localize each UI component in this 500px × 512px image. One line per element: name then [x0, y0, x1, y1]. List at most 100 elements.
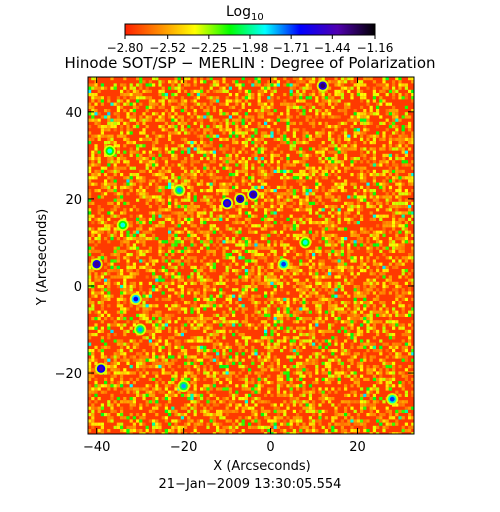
heatmap-cell	[392, 323, 396, 327]
heatmap-cell	[171, 105, 175, 109]
heatmap-cell	[296, 317, 300, 321]
heatmap-cell	[91, 326, 95, 330]
heatmap-cell	[238, 256, 242, 260]
heatmap-cell	[276, 137, 280, 141]
heatmap-cell	[292, 195, 296, 199]
heatmap-cell	[369, 147, 373, 151]
heatmap-cell	[334, 336, 338, 340]
heatmap-cell	[254, 294, 258, 298]
heatmap-cell	[104, 109, 108, 113]
heatmap-cell	[190, 89, 194, 93]
heatmap-cell	[171, 217, 175, 221]
heatmap-cell	[219, 102, 223, 106]
heatmap-cell	[356, 352, 360, 356]
heatmap-cell	[369, 105, 373, 109]
heatmap-cell	[158, 224, 162, 228]
heatmap-cell	[395, 173, 399, 177]
heatmap-cell	[395, 208, 399, 212]
heatmap-cell	[379, 147, 383, 151]
heatmap-cell	[168, 115, 172, 119]
heatmap-cell	[244, 89, 248, 93]
heatmap-cell	[174, 249, 178, 253]
heatmap-cell	[401, 326, 405, 330]
heatmap-cell	[404, 137, 408, 141]
heatmap-cell	[206, 128, 210, 132]
heatmap-cell	[267, 345, 271, 349]
heatmap-cell	[369, 77, 373, 81]
heatmap-cell	[91, 105, 95, 109]
heatmap-cell	[97, 233, 101, 237]
heatmap-cell	[244, 272, 248, 276]
heatmap-cell	[177, 365, 181, 369]
heatmap-cell	[174, 211, 178, 215]
heatmap-cell	[139, 157, 143, 161]
heatmap-cell	[398, 137, 402, 141]
heatmap-cell	[395, 195, 399, 199]
heatmap-cell	[347, 217, 351, 221]
heatmap-cell	[353, 128, 357, 132]
heatmap-cell	[184, 166, 188, 170]
heatmap-cell	[238, 365, 242, 369]
heatmap-cell	[340, 272, 344, 276]
heatmap-cell	[209, 115, 213, 119]
heatmap-cell	[174, 112, 178, 116]
heatmap-cell	[148, 237, 152, 241]
heatmap-cell	[228, 189, 232, 193]
heatmap-cell	[219, 342, 223, 346]
heatmap-cell	[209, 128, 213, 132]
heatmap-cell	[251, 297, 255, 301]
heatmap-cell	[241, 307, 245, 311]
heatmap-cell	[257, 80, 261, 84]
heatmap-cell	[257, 278, 261, 282]
heatmap-cell	[337, 195, 341, 199]
heatmap-cell	[270, 301, 274, 305]
heatmap-cell	[104, 342, 108, 346]
heatmap-cell	[91, 134, 95, 138]
heatmap-cell	[270, 265, 274, 269]
heatmap-cell	[152, 163, 156, 167]
heatmap-cell	[171, 150, 175, 154]
heatmap-cell	[315, 201, 319, 205]
heatmap-cell	[270, 105, 274, 109]
heatmap-cell	[267, 195, 271, 199]
heatmap-cell	[369, 195, 373, 199]
heatmap-cell	[347, 134, 351, 138]
heatmap-cell	[193, 294, 197, 298]
heatmap-cell	[139, 93, 143, 97]
heatmap-cell	[91, 246, 95, 250]
heatmap-cell	[347, 365, 351, 369]
heatmap-cell	[219, 89, 223, 93]
heatmap-cell	[104, 125, 108, 129]
heatmap-cell	[267, 109, 271, 113]
heatmap-cell	[161, 102, 165, 106]
heatmap-cell	[184, 307, 188, 311]
heatmap-cell	[203, 320, 207, 324]
heatmap-cell	[139, 339, 143, 343]
heatmap-cell	[267, 374, 271, 378]
heatmap-cell	[372, 160, 376, 164]
heatmap-cell	[200, 80, 204, 84]
heatmap-cell	[360, 333, 364, 337]
heatmap-cell	[171, 358, 175, 362]
heatmap-cell	[97, 384, 101, 388]
heatmap-cell	[171, 288, 175, 292]
heatmap-cell	[238, 99, 242, 103]
heatmap-cell	[203, 262, 207, 266]
heatmap-cell	[174, 243, 178, 247]
heatmap-cell	[382, 89, 386, 93]
heatmap-cell	[344, 77, 348, 81]
heatmap-cell	[369, 368, 373, 372]
heatmap-cell	[270, 153, 274, 157]
heatmap-cell	[136, 96, 140, 100]
heatmap-cell	[315, 176, 319, 180]
heatmap-cell	[228, 256, 232, 260]
heatmap-cell	[184, 147, 188, 151]
heatmap-cell	[401, 371, 405, 375]
heatmap-cell	[241, 169, 245, 173]
heatmap-cell	[180, 221, 184, 225]
heatmap-cell	[113, 185, 117, 189]
heatmap-cell	[123, 201, 127, 205]
heatmap-cell	[158, 329, 162, 333]
heatmap-cell	[190, 304, 194, 308]
heatmap-cell	[152, 147, 156, 151]
